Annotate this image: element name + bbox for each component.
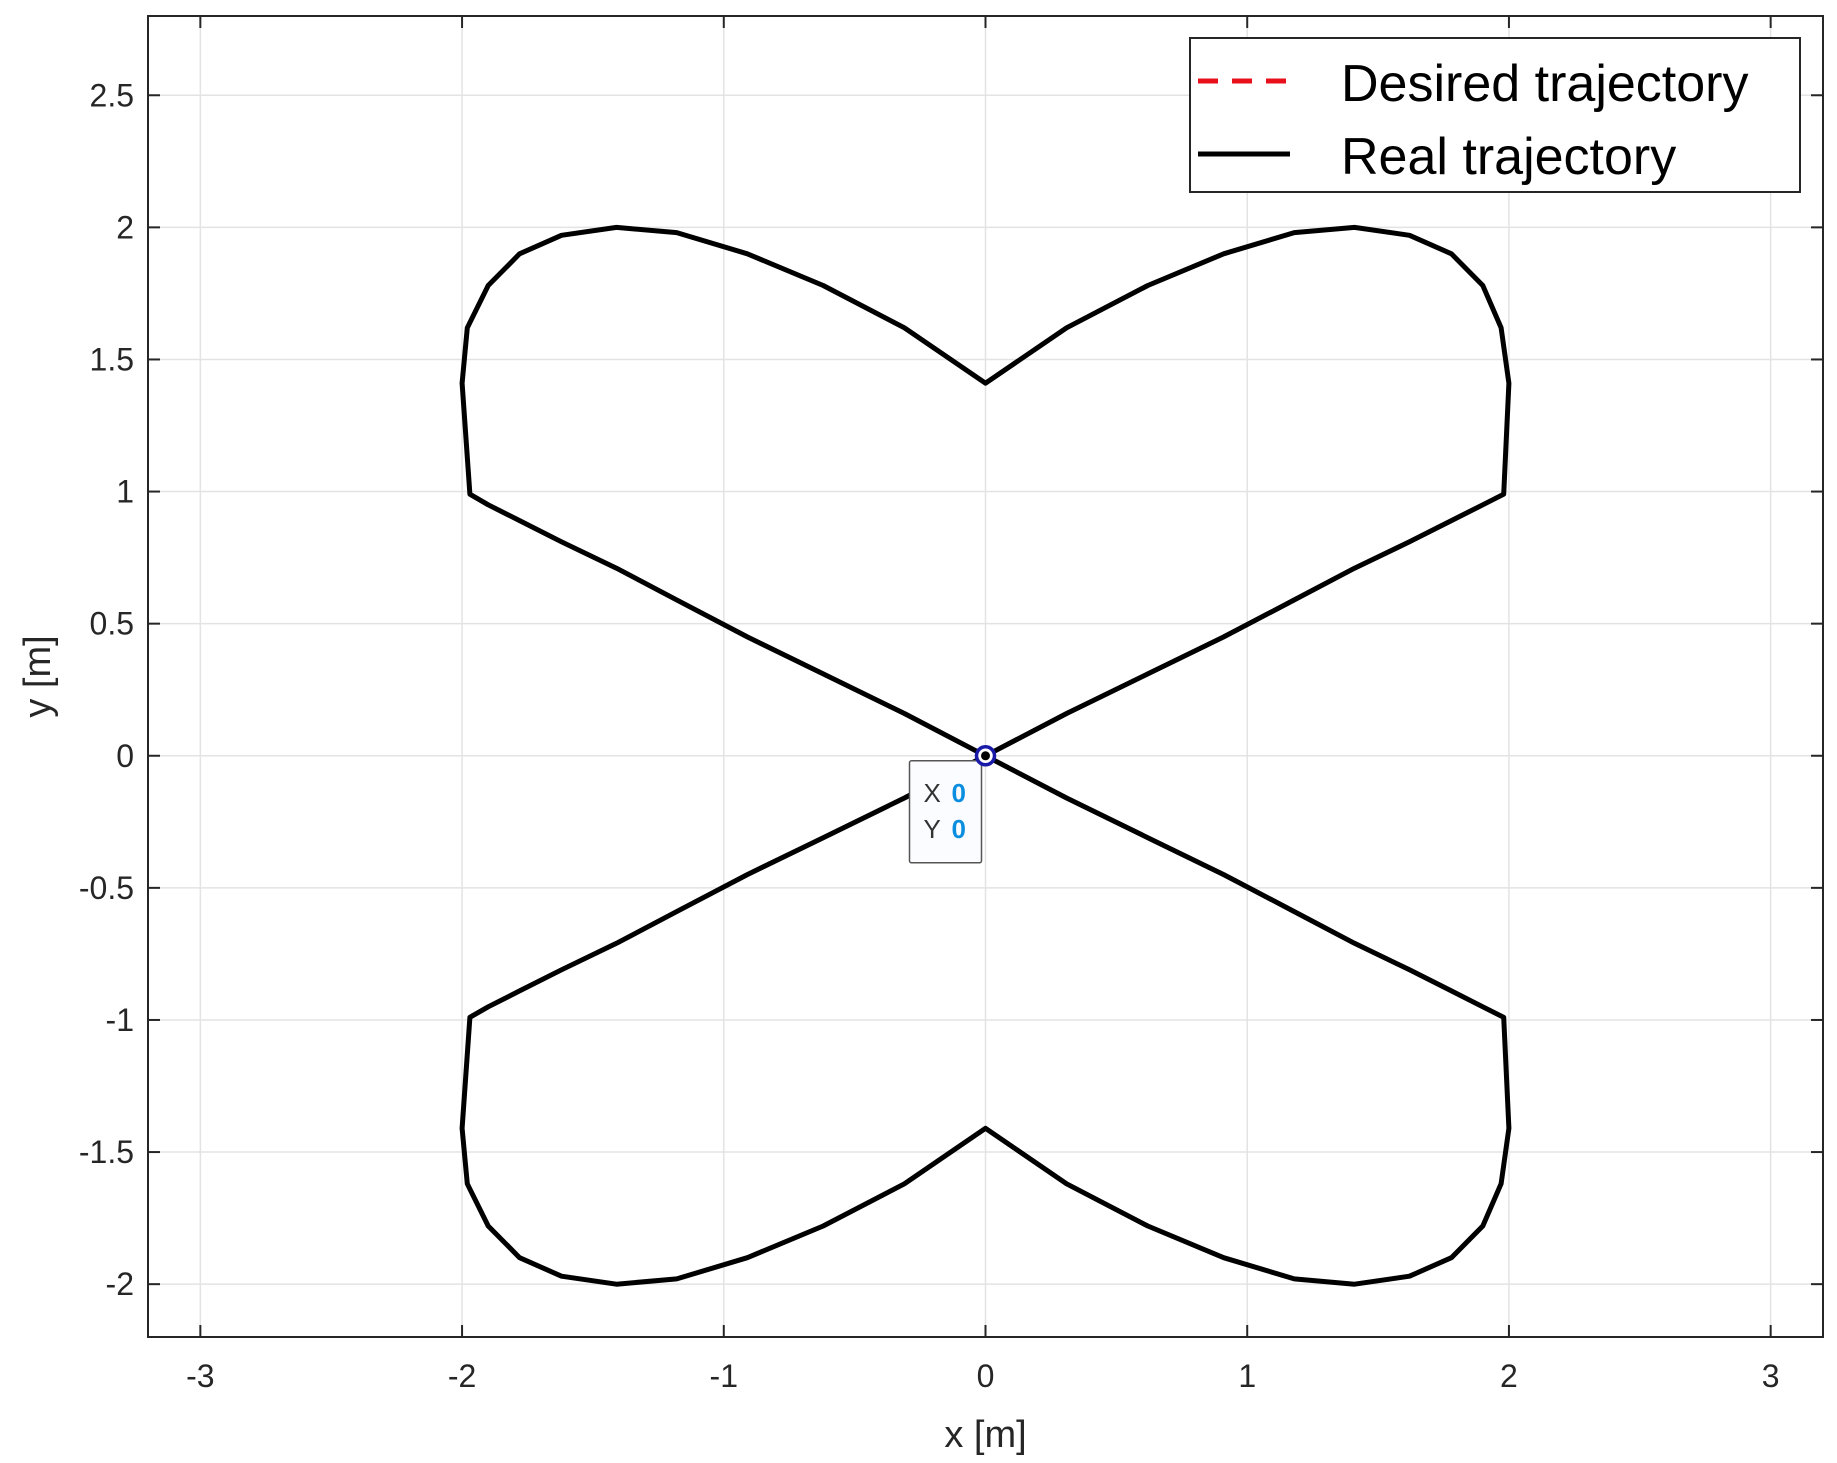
data-tip-marker-dot [981, 751, 990, 761]
x-tick-label: 0 [977, 1358, 995, 1394]
data-tip-y-value: 0 [952, 814, 966, 844]
legend: Desired trajectory Real trajectory [1189, 37, 1801, 193]
data-tip-y-label: Y [924, 814, 941, 844]
legend-box [1189, 37, 1801, 193]
y-tick-label: 0.5 [90, 606, 134, 642]
x-tick-label: -3 [186, 1358, 214, 1394]
data-tip-box [908, 760, 983, 864]
x-tick-label: -2 [448, 1358, 476, 1394]
data-tip-x-label: X [924, 778, 941, 808]
y-axis-ticks: -2 -1.5 -1 -0.5 0 0.5 1 1.5 2 2.5 [79, 77, 1823, 1302]
x-tick-label: 2 [1500, 1358, 1518, 1394]
y-tick-label: 2 [116, 209, 134, 245]
legend-real-label: Real trajectory [1341, 128, 1676, 186]
y-tick-label: -1.5 [79, 1134, 134, 1170]
x-tick-label: 1 [1238, 1358, 1256, 1394]
y-axis-label: y [m] [17, 635, 59, 717]
legend-desired-label: Desired trajectory [1341, 55, 1748, 113]
x-tick-label: 3 [1762, 1358, 1780, 1394]
y-tick-label: 1 [116, 474, 134, 510]
y-tick-label: -2 [106, 1266, 134, 1302]
data-tip[interactable]: X 0 Y 0 [908, 745, 997, 864]
y-tick-label: -0.5 [79, 870, 134, 906]
x-axis-label: x [m] [944, 1414, 1026, 1456]
y-tick-label: 0 [116, 738, 134, 774]
y-tick-label: -1 [106, 1002, 134, 1038]
y-tick-label: 2.5 [90, 77, 134, 113]
x-tick-label: -1 [710, 1358, 738, 1394]
x-axis-ticks: -3 -2 -1 0 1 2 3 [186, 16, 1780, 1394]
grid-lines [148, 16, 1823, 1337]
data-tip-x-value: 0 [952, 778, 966, 808]
y-tick-label: 1.5 [90, 341, 134, 377]
